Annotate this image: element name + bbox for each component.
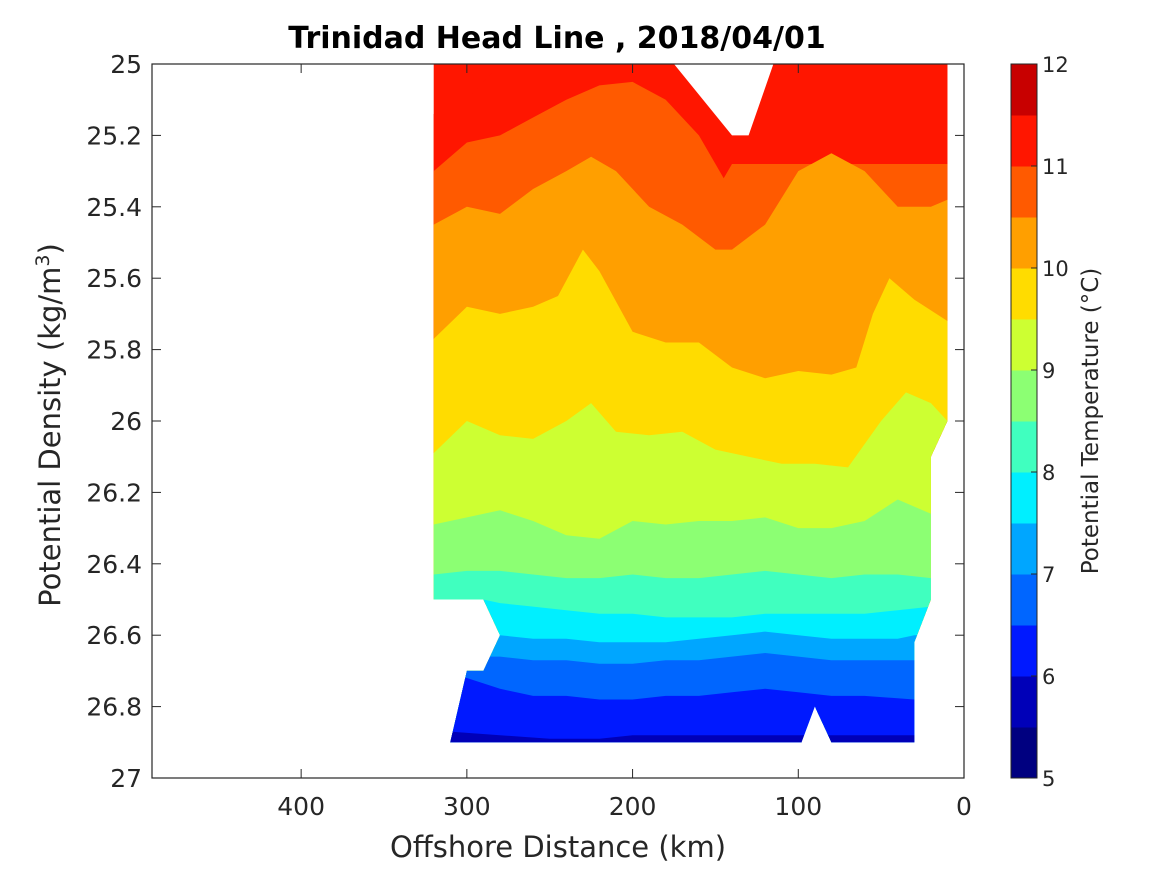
colorbar-swatch [1011, 523, 1037, 575]
contour-band-6 [433, 678, 948, 743]
colorbar: 5 6 7 8 9 10 11 12 Potential Temperature (°C) [1010, 53, 1104, 791]
chart-title: Trinidad Head Line , 2018/04/01 [288, 21, 825, 56]
y-tick-label: 27 [110, 764, 142, 793]
data-gap-layer [674, 64, 829, 743]
plot-area: 400 300 200 100 0 25 25.2 25.4 25.6 25.8 26 26.2 26… [86, 50, 972, 821]
colorbar-tick-label: 10 [1042, 257, 1069, 281]
colorbar-swatch [1011, 64, 1037, 116]
colorbar-swatch [1011, 370, 1037, 422]
x-axis: 400 300 200 100 0 [277, 64, 972, 821]
colorbar-tick-label: 6 [1042, 665, 1055, 689]
y-tick-label: 26.8 [86, 693, 142, 722]
y-axis-label: Potential Density (kg/m3) [32, 243, 67, 607]
colorbar-swatch [1011, 319, 1037, 371]
colorbar-frame [1010, 63, 1038, 779]
y-tick-label: 26.2 [86, 478, 142, 507]
y-tick-label: 25.2 [86, 121, 142, 150]
y-tick-label: 26 [110, 407, 142, 436]
y-axis: 25 25.2 25.4 25.6 25.8 26 26.2 26.4 26.6 26.8 27 [86, 50, 964, 793]
y-axis-label-close: ) [33, 243, 67, 254]
colorbar-ticks: 5 6 7 8 9 10 11 12 [1031, 53, 1069, 791]
colorbar-swatch [1011, 625, 1037, 677]
x-tick-label: 0 [956, 792, 972, 821]
colorbar-tick-label: 8 [1042, 461, 1055, 485]
colorbar-swatch [1011, 676, 1037, 728]
data-gap-1 [801, 706, 829, 743]
y-tick-label: 25.6 [86, 264, 142, 293]
x-tick-label: 100 [774, 792, 822, 821]
colorbar-swatch [1011, 727, 1037, 779]
colorbar-tick-label: 7 [1042, 563, 1055, 587]
y-axis-label-sup: 3 [32, 254, 54, 266]
colorbar-swatch [1011, 217, 1037, 269]
colorbar-tick-label: 11 [1042, 155, 1069, 179]
x-tick-label: 400 [277, 792, 325, 821]
y-axis-label-main: Potential Density (kg/m [33, 267, 67, 607]
y-tick-label: 25 [110, 50, 142, 79]
y-tick-label: 26.4 [86, 550, 142, 579]
y-tick-label: 25.8 [86, 336, 142, 365]
colorbar-label: Potential Temperature (°C) [1078, 268, 1104, 575]
colorbar-swatch [1011, 268, 1037, 320]
colorbar-swatch [1011, 115, 1037, 167]
colorbar-swatch [1011, 472, 1037, 524]
colorbar-tick-label: 9 [1042, 359, 1055, 383]
colorbar-swatch [1011, 421, 1037, 473]
y-tick-label: 25.4 [86, 193, 142, 222]
colorbar-swatch [1011, 166, 1037, 218]
x-axis-label: Offshore Distance (km) [390, 830, 726, 864]
x-tick-label: 300 [443, 792, 491, 821]
data-gap-0 [674, 64, 774, 136]
x-tick-label: 200 [609, 792, 657, 821]
y-tick-label: 26.6 [86, 621, 142, 650]
colorbar-tick-label: 12 [1042, 53, 1069, 77]
colorbar-swatches [1011, 64, 1037, 779]
colorbar-swatch [1011, 574, 1037, 626]
colorbar-tick-label: 5 [1042, 767, 1055, 791]
